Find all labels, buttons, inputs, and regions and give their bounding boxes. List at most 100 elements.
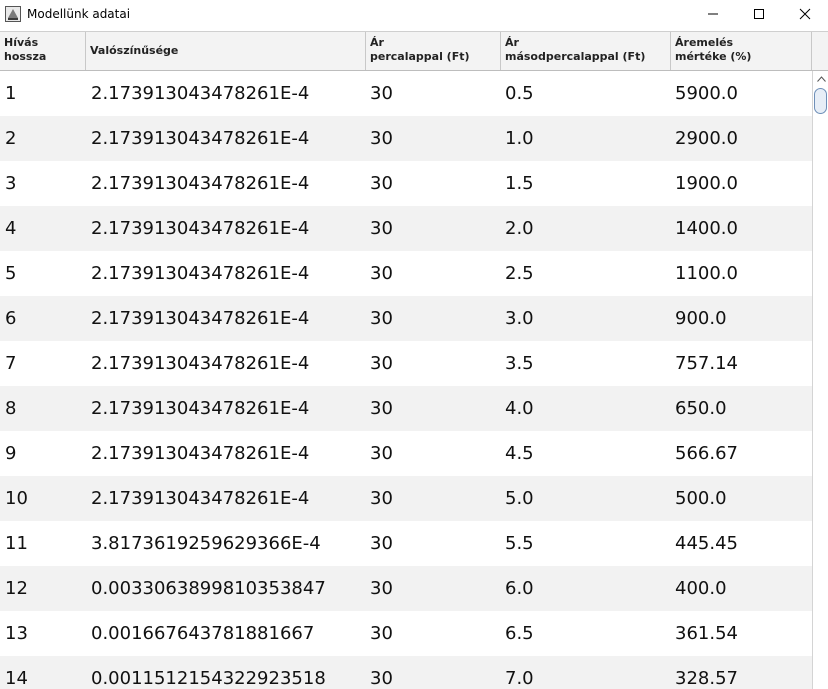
- table-row[interactable]: 3 2.173913043478261E-4 30 1.5 1900.0: [0, 161, 812, 206]
- table-header: Hívás hossza Valószínűsége Ár percalappa…: [0, 32, 828, 71]
- cell-price-increase: 1900.0: [675, 173, 738, 194]
- column-header-probability[interactable]: Valószínűsége: [86, 32, 366, 70]
- cell-price-per-second: 3.0: [505, 308, 534, 329]
- cell-price-per-minute: 30: [370, 263, 393, 284]
- cell-call-length: 14: [5, 668, 28, 689]
- table-row[interactable]: 8 2.173913043478261E-4 30 4.0 650.0: [0, 386, 812, 431]
- cell-price-increase: 757.14: [675, 353, 738, 374]
- column-header-price-per-second[interactable]: Ár másodpercalappal (Ft): [501, 32, 671, 70]
- cell-price-per-minute: 30: [370, 623, 393, 644]
- cell-call-length: 8: [5, 398, 17, 419]
- cell-probability: 2.173913043478261E-4: [91, 128, 310, 149]
- cell-price-per-second: 1.0: [505, 128, 534, 149]
- window-title: Modellünk adatai: [27, 7, 131, 21]
- cell-price-per-minute: 30: [370, 533, 393, 554]
- cell-price-increase: 500.0: [675, 488, 727, 509]
- table-row[interactable]: 13 0.001667643781881667 30 6.5 361.54: [0, 611, 812, 656]
- cell-price-per-minute: 30: [370, 173, 393, 194]
- cell-call-length: 12: [5, 578, 28, 599]
- minimize-icon: [708, 13, 718, 15]
- vertical-scrollbar[interactable]: [812, 71, 828, 689]
- cell-probability: 2.173913043478261E-4: [91, 398, 310, 419]
- cell-call-length: 6: [5, 308, 17, 329]
- cell-call-length: 7: [5, 353, 17, 374]
- java-app-icon: [5, 6, 21, 22]
- cell-probability: 2.173913043478261E-4: [91, 488, 310, 509]
- cell-price-per-second: 6.5: [505, 623, 534, 644]
- cell-price-per-second: 7.0: [505, 668, 534, 689]
- cell-probability: 2.173913043478261E-4: [91, 173, 310, 194]
- cell-probability: 0.0033063899810353847: [91, 578, 326, 599]
- cell-price-per-minute: 30: [370, 488, 393, 509]
- table-row[interactable]: 12 0.0033063899810353847 30 6.0 400.0: [0, 566, 812, 611]
- cell-probability: 2.173913043478261E-4: [91, 308, 310, 329]
- table-row[interactable]: 10 2.173913043478261E-4 30 5.0 500.0: [0, 476, 812, 521]
- cell-probability: 3.8173619259629366E-4: [91, 533, 321, 554]
- cell-probability: 0.001667643781881667: [91, 623, 315, 644]
- cell-price-increase: 650.0: [675, 398, 727, 419]
- table-row[interactable]: 2 2.173913043478261E-4 30 1.0 2900.0: [0, 116, 812, 161]
- cell-price-per-minute: 30: [370, 443, 393, 464]
- cell-price-increase: 361.54: [675, 623, 738, 644]
- cell-price-per-second: 2.5: [505, 263, 534, 284]
- cell-price-increase: 328.57: [675, 668, 738, 689]
- cell-call-length: 10: [5, 488, 28, 509]
- cell-call-length: 4: [5, 218, 17, 239]
- cell-probability: 0.0011512154322923518: [91, 668, 326, 689]
- cell-price-per-second: 3.5: [505, 353, 534, 374]
- column-header-price-per-minute[interactable]: Ár percalappal (Ft): [366, 32, 501, 70]
- cell-price-per-second: 4.0: [505, 398, 534, 419]
- table-row[interactable]: 1 2.173913043478261E-4 30 0.5 5900.0: [0, 71, 812, 116]
- cell-price-per-minute: 30: [370, 308, 393, 329]
- cell-price-per-minute: 30: [370, 353, 393, 374]
- close-button[interactable]: [782, 0, 828, 28]
- table-row[interactable]: 4 2.173913043478261E-4 30 2.0 1400.0: [0, 206, 812, 251]
- cell-price-per-second: 6.0: [505, 578, 534, 599]
- scrollbar-thumb[interactable]: [814, 88, 827, 114]
- cell-call-length: 1: [5, 83, 17, 104]
- column-header-call-length[interactable]: Hívás hossza: [0, 32, 86, 70]
- cell-price-per-second: 1.5: [505, 173, 534, 194]
- data-table[interactable]: Hívás hossza Valószínűsége Ár percalappa…: [0, 31, 828, 689]
- cell-price-increase: 900.0: [675, 308, 727, 329]
- cell-price-per-minute: 30: [370, 578, 393, 599]
- minimize-button[interactable]: [690, 0, 736, 28]
- table-row[interactable]: 5 2.173913043478261E-4 30 2.5 1100.0: [0, 251, 812, 296]
- column-header-price-increase[interactable]: Áremelés mértéke (%): [671, 32, 812, 70]
- table-row[interactable]: 6 2.173913043478261E-4 30 3.0 900.0: [0, 296, 812, 341]
- cell-price-per-minute: 30: [370, 668, 393, 689]
- scroll-up-button[interactable]: [813, 71, 828, 87]
- cell-probability: 2.173913043478261E-4: [91, 263, 310, 284]
- cell-call-length: 9: [5, 443, 17, 464]
- table-row[interactable]: 9 2.173913043478261E-4 30 4.5 566.67: [0, 431, 812, 476]
- cell-probability: 2.173913043478261E-4: [91, 218, 310, 239]
- cell-probability: 2.173913043478261E-4: [91, 83, 310, 104]
- cell-price-per-second: 2.0: [505, 218, 534, 239]
- cell-price-increase: 2900.0: [675, 128, 738, 149]
- cell-price-per-minute: 30: [370, 83, 393, 104]
- cell-price-increase: 445.45: [675, 533, 738, 554]
- cell-price-increase: 400.0: [675, 578, 727, 599]
- cell-price-increase: 566.67: [675, 443, 738, 464]
- table-row[interactable]: 11 3.8173619259629366E-4 30 5.5 445.45: [0, 521, 812, 566]
- title-bar[interactable]: Modellünk adatai: [0, 0, 828, 28]
- cell-price-per-minute: 30: [370, 128, 393, 149]
- cell-probability: 2.173913043478261E-4: [91, 443, 310, 464]
- cell-price-per-second: 0.5: [505, 83, 534, 104]
- cell-price-per-minute: 30: [370, 218, 393, 239]
- cell-price-per-second: 4.5: [505, 443, 534, 464]
- cell-call-length: 2: [5, 128, 17, 149]
- close-icon: [799, 8, 811, 20]
- cell-price-increase: 1100.0: [675, 263, 738, 284]
- cell-price-per-second: 5.5: [505, 533, 534, 554]
- cell-call-length: 5: [5, 263, 17, 284]
- cell-call-length: 11: [5, 533, 28, 554]
- maximize-icon: [754, 9, 764, 19]
- cell-price-increase: 5900.0: [675, 83, 738, 104]
- cell-price-increase: 1400.0: [675, 218, 738, 239]
- maximize-button[interactable]: [736, 0, 782, 28]
- table-row[interactable]: 14 0.0011512154322923518 30 7.0 328.57: [0, 656, 812, 689]
- table-row[interactable]: 7 2.173913043478261E-4 30 3.5 757.14: [0, 341, 812, 386]
- cell-price-per-minute: 30: [370, 398, 393, 419]
- cell-price-per-second: 5.0: [505, 488, 534, 509]
